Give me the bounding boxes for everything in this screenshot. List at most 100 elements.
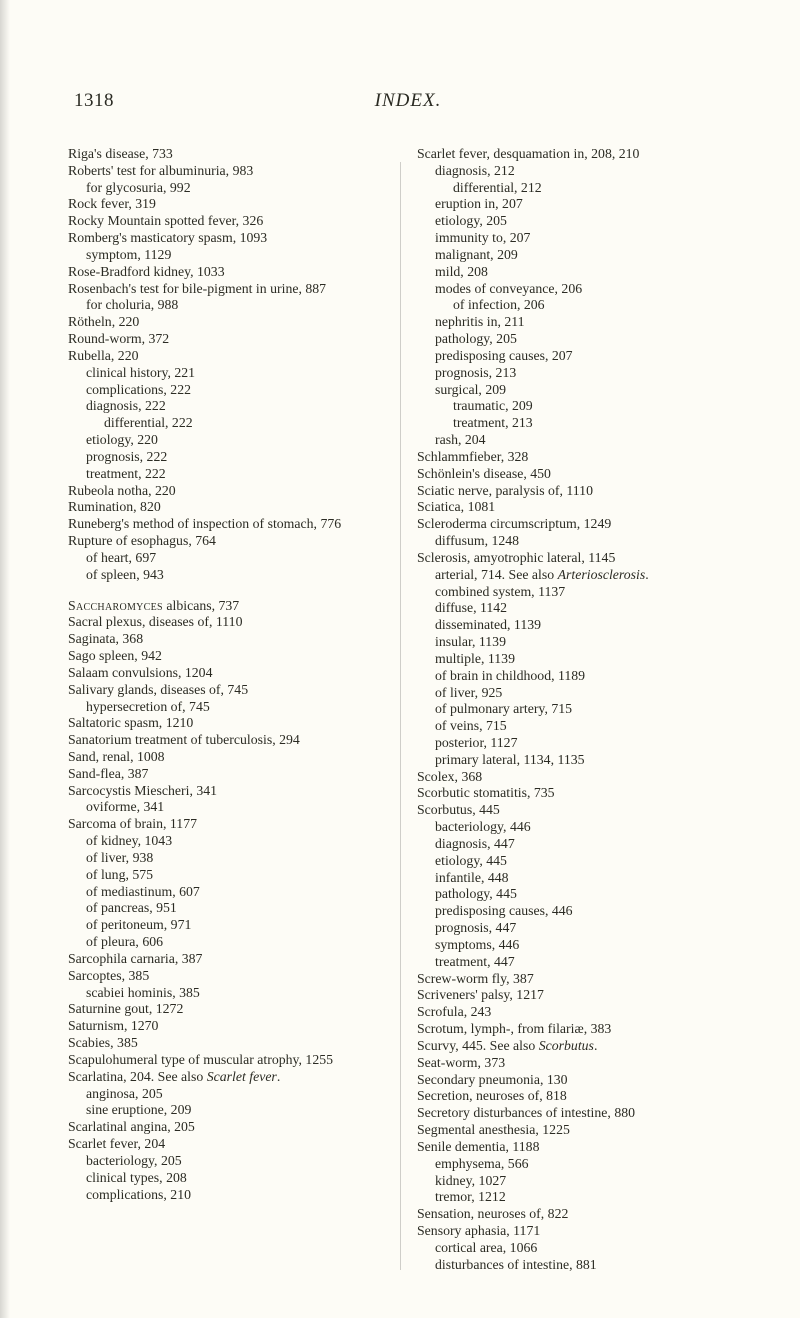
index-entry: Sanatorium treatment of tuberculosis, 29…	[68, 732, 399, 749]
index-entry: Sand, renal, 1008	[68, 749, 399, 766]
page-title: INDEX.	[375, 90, 442, 112]
index-entry: prognosis, 213	[417, 365, 748, 382]
index-entry: Scabies, 385	[68, 1035, 399, 1052]
index-entry: scabiei hominis, 385	[68, 985, 399, 1002]
index-entry: Saltatoric spasm, 1210	[68, 715, 399, 732]
index-entry: differential, 222	[68, 415, 399, 432]
index-entry: diffuse, 1142	[417, 600, 748, 617]
index-entry: disseminated, 1139	[417, 617, 748, 634]
index-entry: diagnosis, 212	[417, 163, 748, 180]
index-entry: traumatic, 209	[417, 398, 748, 415]
index-entry: etiology, 445	[417, 853, 748, 870]
index-entry: Rötheln, 220	[68, 314, 399, 331]
index-entry: Segmental anesthesia, 1225	[417, 1122, 748, 1139]
index-entry: malignant, 209	[417, 247, 748, 264]
index-entry: posterior, 1127	[417, 735, 748, 752]
index-entry: predisposing causes, 446	[417, 903, 748, 920]
index-entry: Rock fever, 319	[68, 196, 399, 213]
index-entry: Sclerosis, amyotrophic lateral, 1145	[417, 550, 748, 567]
index-entry: treatment, 213	[417, 415, 748, 432]
index-entry: tremor, 1212	[417, 1189, 748, 1206]
index-entry: of lung, 575	[68, 867, 399, 884]
index-entry: Sarcoptes, 385	[68, 968, 399, 985]
index-entry: Roberts' test for albuminuria, 983	[68, 163, 399, 180]
index-entry: multiple, 1139	[417, 651, 748, 668]
index-entry: of pancreas, 951	[68, 900, 399, 917]
page-number: 1318	[74, 90, 114, 112]
index-entry: Scurvy, 445. See also Scorbutus.	[417, 1038, 748, 1055]
index-entry: Saturnism, 1270	[68, 1018, 399, 1035]
index-entry: Sensation, neuroses of, 822	[417, 1206, 748, 1223]
index-entry: Scriveners' palsy, 1217	[417, 987, 748, 1004]
index-entry: of infection, 206	[417, 297, 748, 314]
index-entry: Schönlein's disease, 450	[417, 466, 748, 483]
index-entry: mild, 208	[417, 264, 748, 281]
index-entry: arterial, 714. See also Arteriosclerosis…	[417, 567, 748, 584]
index-entry: Saturnine gout, 1272	[68, 1001, 399, 1018]
index-entry: clinical types, 208	[68, 1170, 399, 1187]
index-entry: cortical area, 1066	[417, 1240, 748, 1257]
index-entry: complications, 210	[68, 1187, 399, 1204]
index-entry: of pleura, 606	[68, 934, 399, 951]
index-entry: nephritis in, 211	[417, 314, 748, 331]
index-entry: Scorbutic stomatitis, 735	[417, 785, 748, 802]
index-entry: treatment, 447	[417, 954, 748, 971]
index-entry: immunity to, 207	[417, 230, 748, 247]
index-entry: Senile dementia, 1188	[417, 1139, 748, 1156]
index-entry: kidney, 1027	[417, 1173, 748, 1190]
index-entry: Scleroderma circumscriptum, 1249	[417, 516, 748, 533]
index-entry: combined system, 1137	[417, 584, 748, 601]
index-entry: pathology, 205	[417, 331, 748, 348]
index-entry: hypersecretion of, 745	[68, 699, 399, 716]
index-entry: Riga's disease, 733	[68, 146, 399, 163]
index-entry: primary lateral, 1134, 1135	[417, 752, 748, 769]
index-entry: Rubeola notha, 220	[68, 483, 399, 500]
index-page: 1318 INDEX. 0000 Riga's disease, 733Robe…	[0, 0, 800, 1318]
index-entry: surgical, 209	[417, 382, 748, 399]
index-entry: prognosis, 447	[417, 920, 748, 937]
index-entry: Sarcocystis Miescheri, 341	[68, 783, 399, 800]
index-entry: Scolex, 368	[417, 769, 748, 786]
index-entry: of spleen, 943	[68, 567, 399, 584]
index-entry: Round-worm, 372	[68, 331, 399, 348]
index-entry: Scarlatina, 204. See also Scarlet fever.	[68, 1069, 399, 1086]
index-entry: emphysema, 566	[417, 1156, 748, 1173]
index-entry: Rupture of esophagus, 764	[68, 533, 399, 550]
index-entry: Sciatic nerve, paralysis of, 1110	[417, 483, 748, 500]
index-entry: predisposing causes, 207	[417, 348, 748, 365]
index-entry: clinical history, 221	[68, 365, 399, 382]
index-entry: of peritoneum, 971	[68, 917, 399, 934]
index-entry: Secretory disturbances of intestine, 880	[417, 1105, 748, 1122]
index-entry: Saginata, 368	[68, 631, 399, 648]
index-entry: Sciatica, 1081	[417, 499, 748, 516]
index-entry: Rose-Bradford kidney, 1033	[68, 264, 399, 281]
index-entry: Runeberg's method of inspection of stoma…	[68, 516, 399, 533]
index-entry: eruption in, 207	[417, 196, 748, 213]
right-column: Scarlet fever, desquamation in, 208, 210…	[417, 146, 748, 1273]
index-entry: insular, 1139	[417, 634, 748, 651]
index-entry: Rubella, 220	[68, 348, 399, 365]
index-entry: symptom, 1129	[68, 247, 399, 264]
index-entry: sine eruptione, 209	[68, 1102, 399, 1119]
index-entry: treatment, 222	[68, 466, 399, 483]
index-entry: Rumination, 820	[68, 499, 399, 516]
index-entry: for choluria, 988	[68, 297, 399, 314]
index-entry: Saccharomyces albicans, 737	[68, 598, 399, 615]
index-entry: of liver, 938	[68, 850, 399, 867]
index-entry: anginosa, 205	[68, 1086, 399, 1103]
index-entry: of kidney, 1043	[68, 833, 399, 850]
index-entry: Secretion, neuroses of, 818	[417, 1088, 748, 1105]
index-entry: Scrotum, lymph-, from filariæ, 383	[417, 1021, 748, 1038]
index-entry: Scapulohumeral type of muscular atrophy,…	[68, 1052, 399, 1069]
index-entry: Screw-worm fly, 387	[417, 971, 748, 988]
index-entry: bacteriology, 205	[68, 1153, 399, 1170]
index-entry: of heart, 697	[68, 550, 399, 567]
index-entry: Romberg's masticatory spasm, 1093	[68, 230, 399, 247]
index-entry: Sand-flea, 387	[68, 766, 399, 783]
index-entry: Scrofula, 243	[417, 1004, 748, 1021]
index-entry: diffusum, 1248	[417, 533, 748, 550]
index-entry: Sensory aphasia, 1171	[417, 1223, 748, 1240]
index-entry: Salaam convulsions, 1204	[68, 665, 399, 682]
index-entry: pathology, 445	[417, 886, 748, 903]
index-entry: oviforme, 341	[68, 799, 399, 816]
